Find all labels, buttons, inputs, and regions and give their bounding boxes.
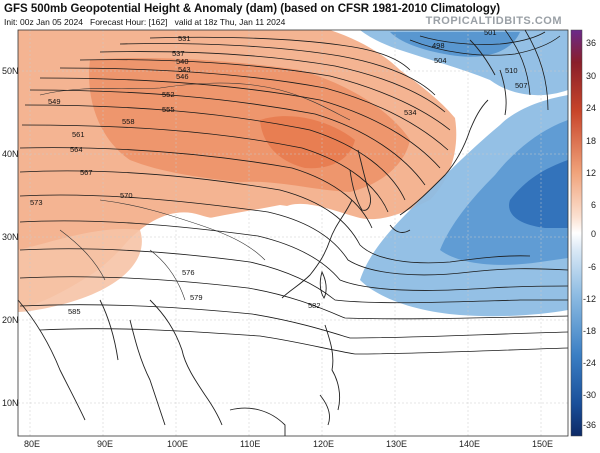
lon-label: 80E (24, 439, 41, 449)
negative-anomaly-east-core (509, 160, 568, 228)
lon-label: 130E (386, 439, 408, 449)
neutral-region (18, 205, 568, 436)
forecast-hour: Forecast Hour: [162] (90, 17, 168, 27)
contour-labels: 531 534 537 540 543 546 549 552 555 558 … (30, 28, 528, 316)
contour-label: 558 (122, 117, 135, 126)
colorbar-tick: 18 (585, 136, 596, 146)
contour-label: 561 (72, 130, 85, 139)
coastlines (17, 39, 507, 436)
colorbar-tick: 30 (585, 71, 596, 81)
contour-label: 564 (70, 145, 83, 154)
map-subtitle: Init: 00z Jan 05 2024 Forecast Hour: [16… (4, 17, 285, 27)
contour-label: 510 (505, 66, 518, 75)
negative-anomaly-east-mid (440, 120, 568, 265)
colorbar-tick: -12 (582, 294, 596, 304)
contour-label: 579 (190, 293, 203, 302)
colorbar-tick: 24 (585, 103, 596, 113)
contour-label: 546 (176, 72, 189, 81)
contour-label: 573 (30, 198, 43, 207)
lon-label: 150E (532, 439, 554, 449)
contour-label: 501 (484, 28, 497, 37)
contour-label: 531 (178, 34, 191, 43)
contour-label: 549 (48, 97, 61, 106)
lat-label: 20N (2, 315, 19, 325)
lat-label: 30N (2, 232, 19, 242)
contour-label: 567 (80, 168, 93, 177)
lon-label: 100E (167, 439, 189, 449)
colorbar-tick: 36 (585, 38, 596, 48)
brand-watermark: TROPICALTIDBITS.COM (425, 15, 562, 27)
lon-label: 90E (97, 439, 114, 449)
colorbar-tick: -36 (582, 420, 596, 430)
contour-label: 570 (120, 191, 133, 200)
map-border (17, 29, 569, 437)
colorbar-tick: -30 (582, 390, 596, 400)
colorbar-tick: -24 (582, 358, 596, 368)
contour-label: 555 (162, 105, 175, 114)
lon-label: 110E (240, 439, 261, 449)
colorbar-tick: 12 (585, 168, 596, 178)
lat-label: 10N (2, 398, 19, 408)
map-title: GFS 500mb Geopotential Height & Anomaly … (4, 3, 501, 15)
contour-label: 585 (68, 307, 81, 316)
lat-label: 50N (2, 66, 19, 76)
lat-label: 40N (2, 149, 19, 159)
contour-label: 507 (515, 81, 528, 90)
country-borders (39, 82, 351, 301)
contour-label: 552 (162, 90, 175, 99)
contour-label: 582 (308, 301, 321, 310)
colorbar (570, 29, 583, 437)
lon-label: 120E (313, 439, 335, 449)
colorbar-tick: 0 (590, 229, 596, 239)
contour-label: 537 (172, 49, 185, 58)
negative-anomaly-north (360, 30, 568, 96)
colorbar-tick: 6 (590, 200, 596, 210)
contour-label: 504 (434, 56, 447, 65)
colorbar-tick: -6 (587, 262, 596, 272)
colorbar-tick: -18 (582, 326, 596, 336)
contour-label: 534 (404, 108, 417, 117)
valid-time: valid at 18z Thu, Jan 11 2024 (174, 17, 286, 27)
height-contours (19, 29, 569, 355)
positive-anomaly-peak (260, 116, 355, 169)
contour-label: 576 (182, 268, 195, 277)
contour-label: 540 (176, 57, 189, 66)
contour-label: 498 (432, 41, 445, 50)
init-time: Init: 00z Jan 05 2024 (4, 17, 83, 27)
negative-anomaly-north-core (390, 32, 520, 57)
lon-label: 140E (459, 439, 481, 449)
contour-label: 543 (178, 65, 191, 74)
